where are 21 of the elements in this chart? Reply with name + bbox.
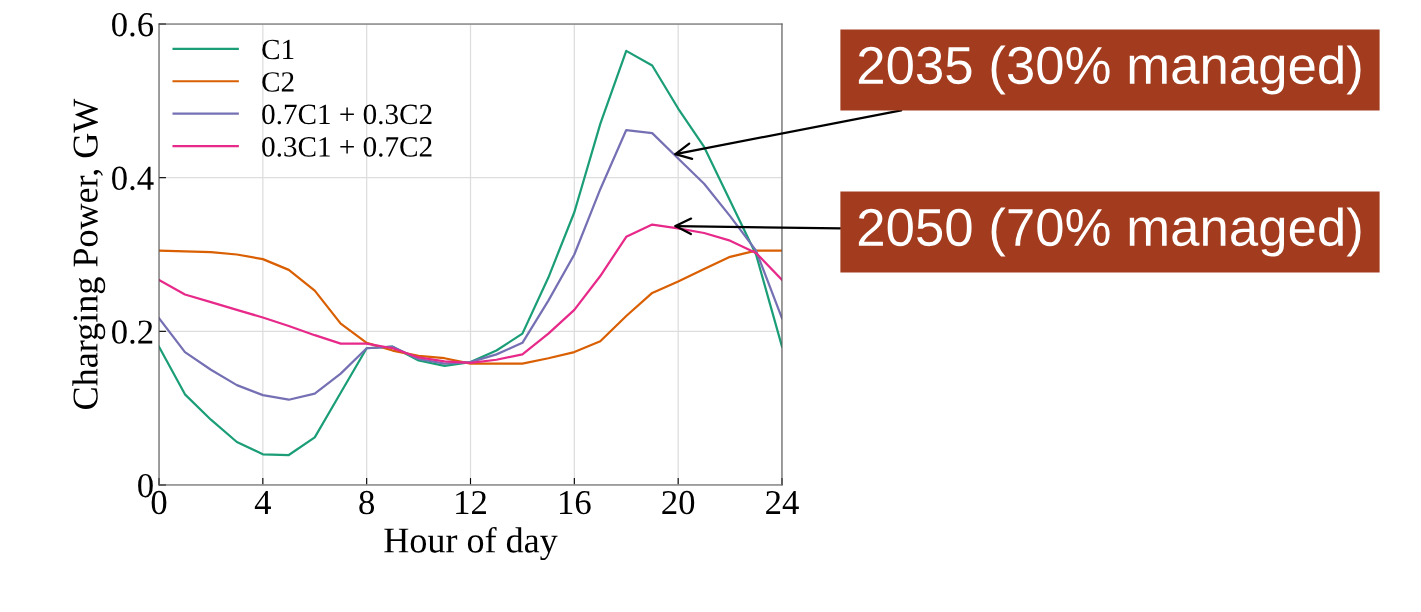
y-tick-label: 0.6 [112,12,154,37]
line-series [159,249,782,365]
y-tick-label: 0.4 [112,166,154,191]
x-tick-label: 16 [560,490,591,515]
y-axis-title: Charging Power, GW [72,98,106,409]
line-series [159,223,782,364]
line-series [159,128,782,401]
legend-label: C2 [262,72,294,92]
x-tick-label: 24 [766,490,799,514]
legend-label: 0.3C1 + 0.7C2 [262,136,432,157]
x-axis-title: Hour of day [384,526,558,561]
annotation: 2035 (30% managed) [858,45,1361,95]
y-tick-label: 0.2 [112,320,153,344]
annotation: 2050 (70% managed) [858,207,1361,257]
y-tick-label: 0 [138,473,153,498]
x-tick-label: 20 [662,490,695,515]
legend-label: 0.7C1 + 0.3C2 [262,104,432,125]
x-tick-label: 4 [254,491,271,514]
legend-label: C1 [262,39,294,60]
x-tick-label: 12 [456,490,486,514]
x-tick-label: 8 [359,490,375,515]
